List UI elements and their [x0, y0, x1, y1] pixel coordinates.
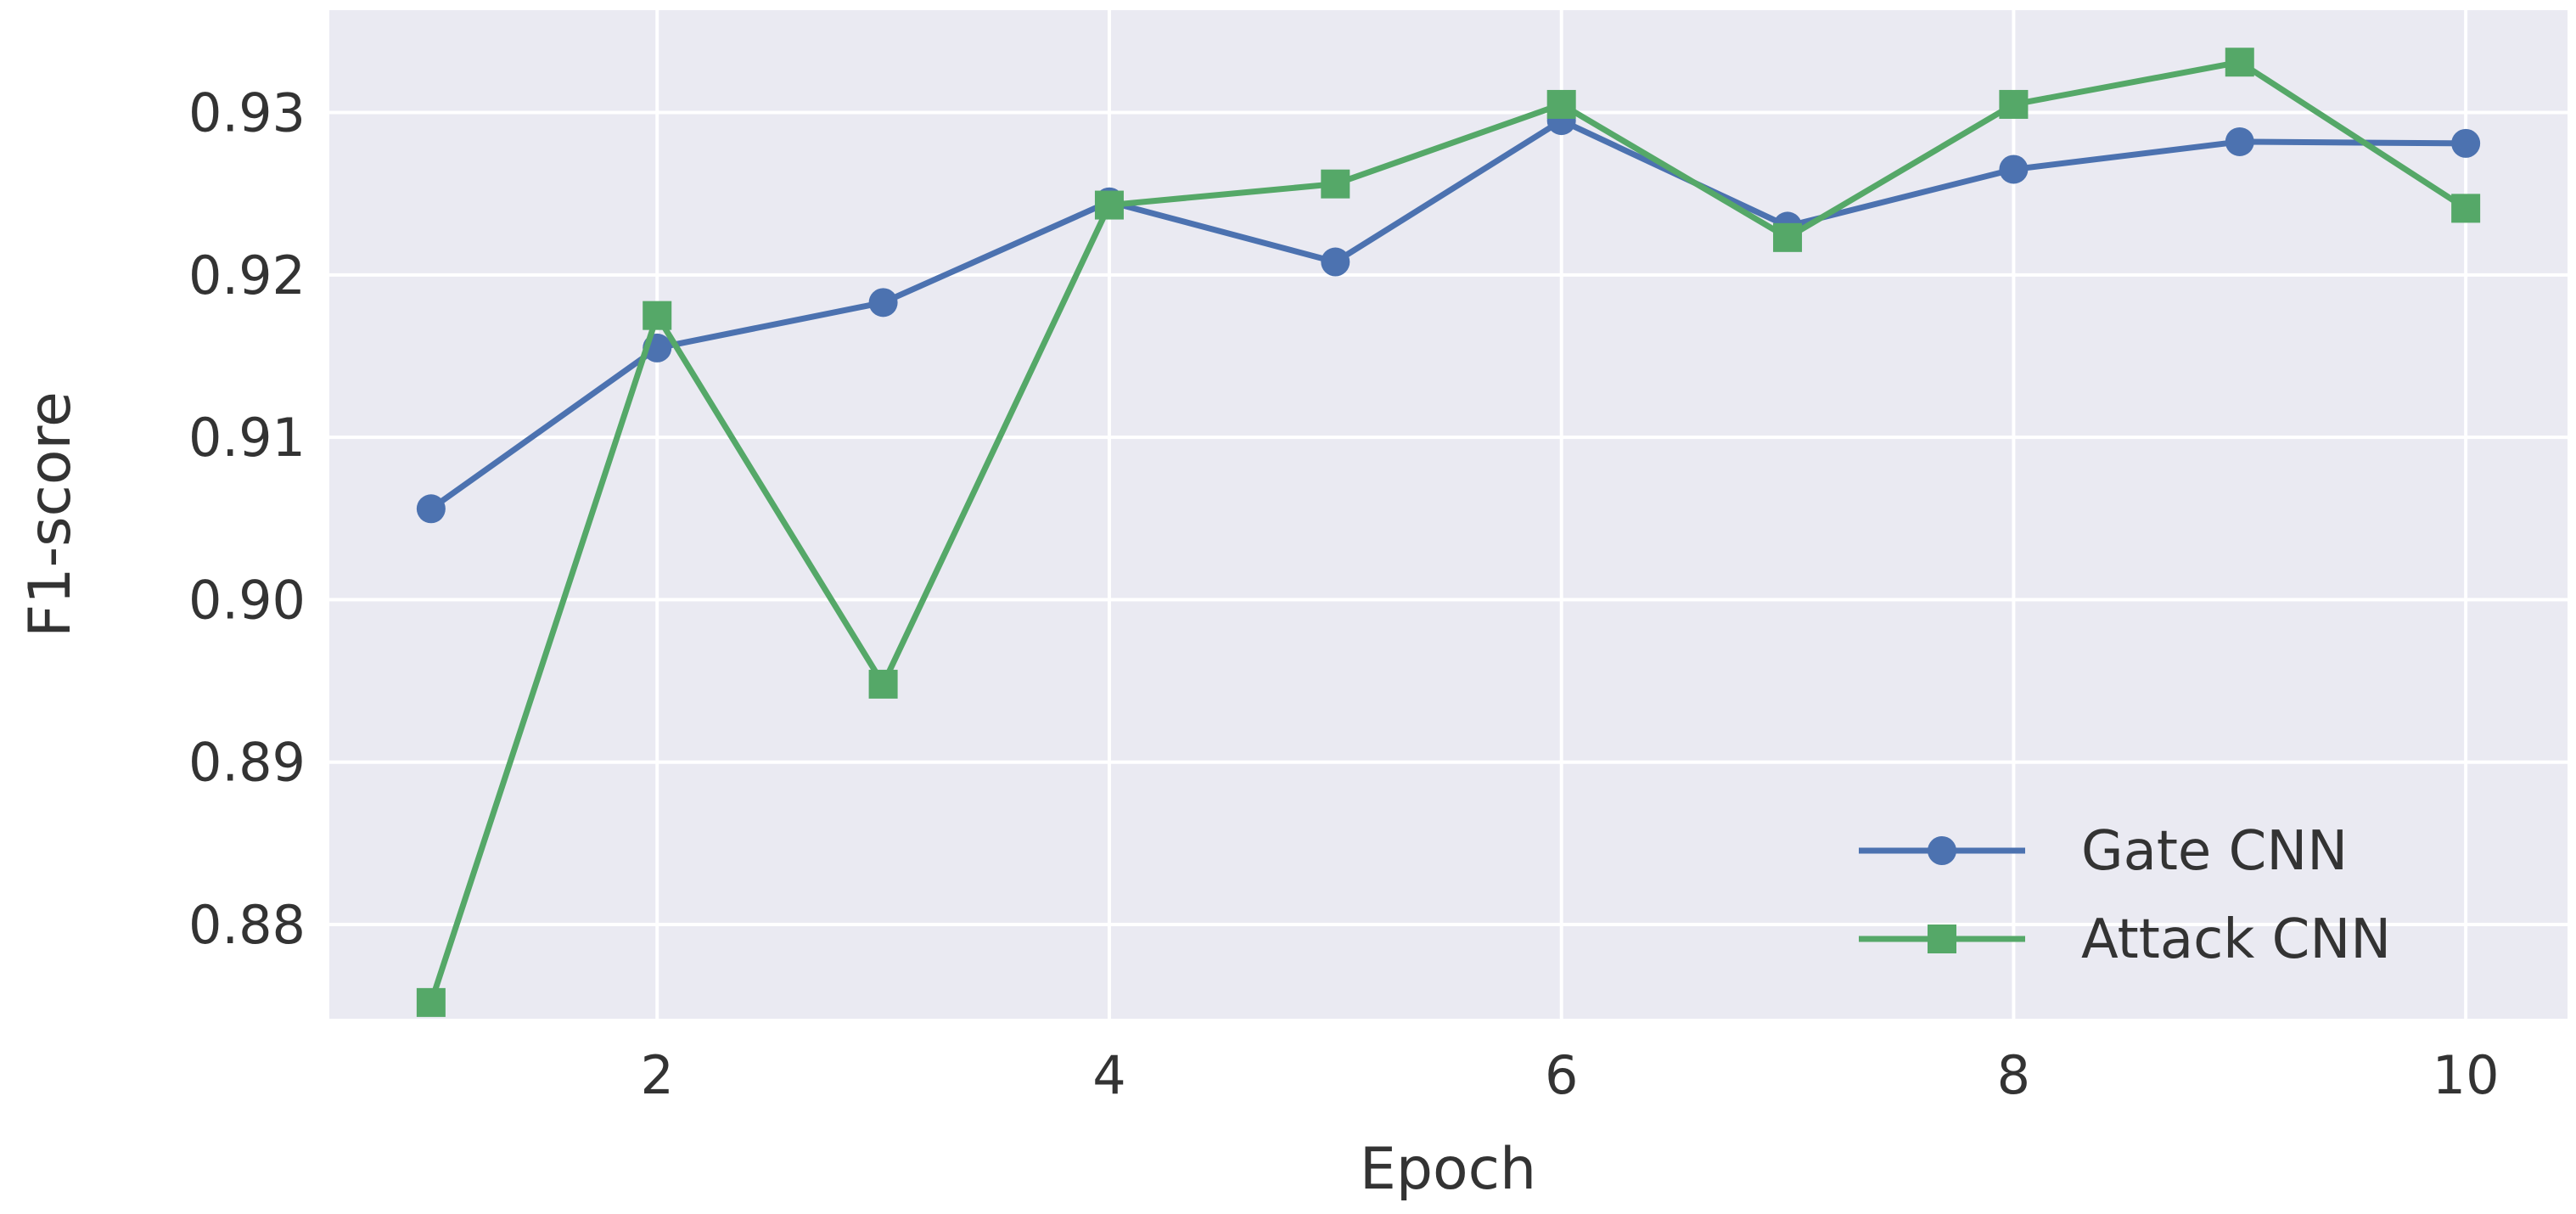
x-tick-label: 2 [641, 1044, 674, 1106]
gate-cnn-point [1999, 155, 2029, 184]
attack-cnn-series [416, 48, 2481, 1017]
x-axis-ticks: 2 4 6 8 10 [641, 1044, 2500, 1106]
x-tick-label: 8 [1997, 1044, 2030, 1106]
x-axis-label: Epoch [1360, 1136, 1536, 1203]
legend-label-attack-cnn: Attack CNN [2081, 908, 2391, 971]
attack-cnn-point [1321, 169, 1350, 199]
gate-cnn-point [2225, 126, 2254, 156]
attack-cnn-point [1999, 89, 2029, 119]
x-tick-label: 10 [2433, 1044, 2500, 1106]
y-tick-label: 0.91 [188, 407, 306, 469]
y-axis-label: F1-score [17, 391, 84, 638]
attack-cnn-point [1094, 190, 1124, 220]
attack-cnn-point [2451, 194, 2481, 223]
gate-cnn-point [868, 288, 898, 318]
gate-cnn-point [416, 494, 446, 524]
legend-marker-attack-cnn [1928, 925, 1956, 953]
x-tick-label: 4 [1092, 1044, 1125, 1106]
y-tick-label: 0.93 [188, 82, 306, 144]
y-tick-label: 0.89 [188, 732, 306, 794]
gate-cnn-line [429, 117, 2467, 512]
attack-cnn-point [1773, 222, 1803, 252]
y-axis-ticks: 0.88 0.89 0.90 0.91 0.92 0.93 [188, 82, 306, 957]
gate-cnn-point [1321, 247, 1350, 277]
attack-cnn-point [868, 669, 898, 699]
y-tick-label: 0.90 [188, 569, 306, 631]
gate-cnn-series [416, 106, 2481, 524]
legend-marker-gate-cnn [1928, 836, 1956, 865]
legend-label-gate-cnn: Gate CNN [2081, 820, 2348, 883]
attack-cnn-line [428, 59, 2468, 1003]
series-group [416, 48, 2481, 1017]
y-tick-label: 0.88 [188, 894, 306, 956]
x-tick-label: 6 [1545, 1044, 1578, 1106]
legend: Gate CNN Attack CNN [1859, 820, 2391, 971]
attack-cnn-point [1546, 89, 1576, 119]
plot-background [329, 10, 2568, 1019]
attack-cnn-point [416, 987, 446, 1017]
attack-cnn-point [643, 301, 672, 330]
gate-cnn-point [2451, 128, 2481, 158]
y-tick-label: 0.92 [188, 244, 306, 306]
attack-cnn-point [2225, 48, 2254, 77]
